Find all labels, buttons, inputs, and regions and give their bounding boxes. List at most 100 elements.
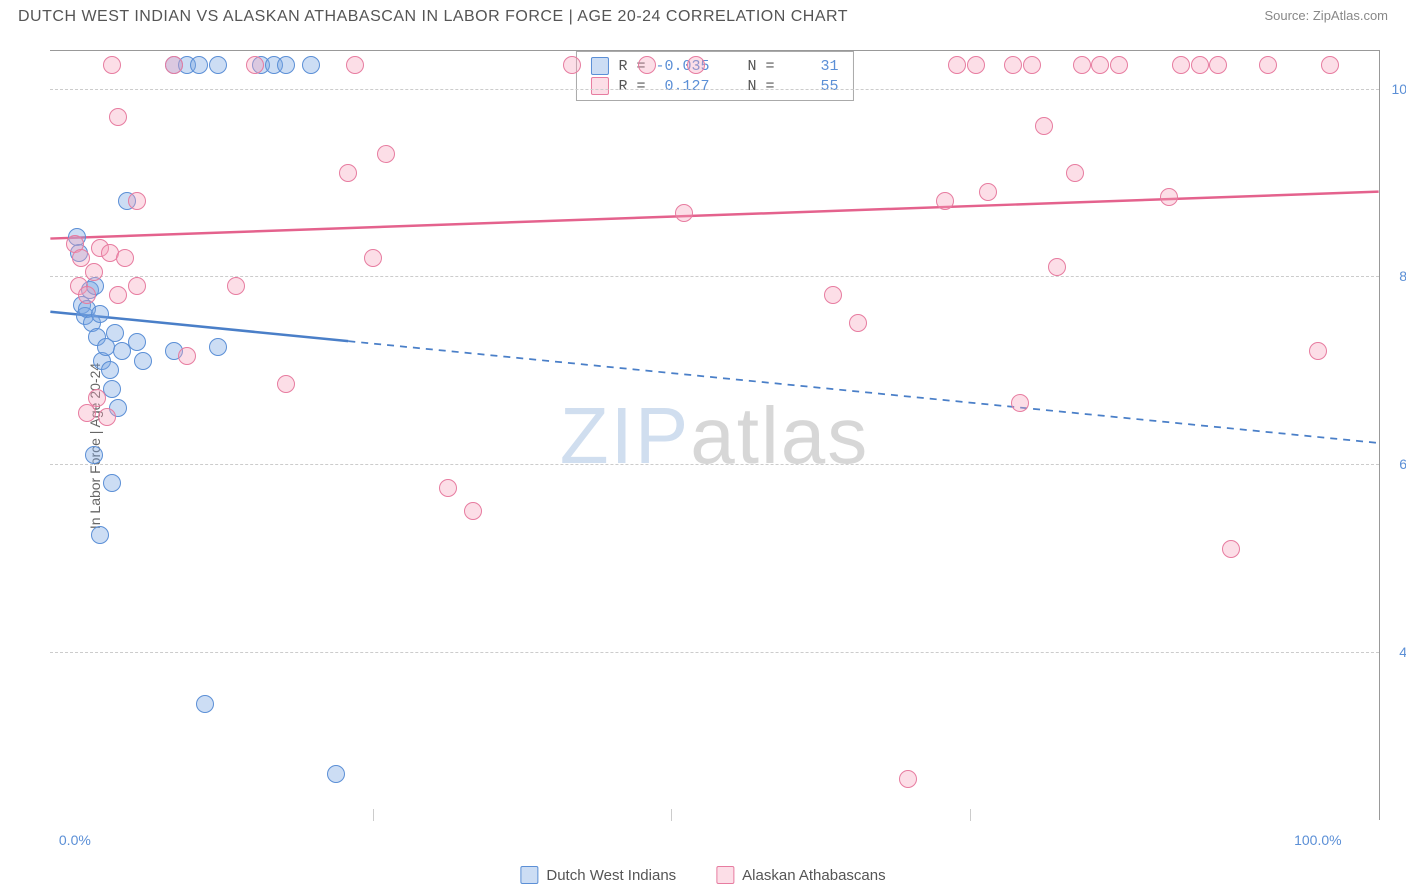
data-point (849, 314, 867, 332)
data-point (227, 277, 245, 295)
n-label: N = (748, 58, 775, 75)
stats-row: R =-0.035 N =31 (590, 56, 838, 76)
series-swatch (590, 77, 608, 95)
gridline-h (50, 89, 1379, 90)
legend-swatch (716, 866, 734, 884)
gridline-h (50, 464, 1379, 465)
data-point (1066, 164, 1084, 182)
legend-label: Alaskan Athabascans (742, 867, 885, 884)
data-point (116, 249, 134, 267)
data-point (91, 526, 109, 544)
gridline-h (50, 652, 1379, 653)
data-point (1011, 394, 1029, 412)
data-point (98, 408, 116, 426)
bottom-legend: Dutch West Indians Alaskan Athabascans (520, 866, 885, 884)
data-point (439, 479, 457, 497)
n-label: N = (748, 78, 775, 95)
data-point (687, 56, 705, 74)
data-point (967, 56, 985, 74)
data-point (1309, 342, 1327, 360)
data-point (1222, 540, 1240, 558)
data-point (346, 56, 364, 74)
data-point (101, 361, 119, 379)
data-point (88, 389, 106, 407)
data-point (85, 263, 103, 281)
trend-lines-svg (50, 51, 1379, 820)
data-point (106, 324, 124, 342)
data-point (1191, 56, 1209, 74)
data-point (178, 347, 196, 365)
data-point (209, 56, 227, 74)
r-value: 0.127 (655, 78, 709, 95)
data-point (936, 192, 954, 210)
gridline-v (373, 809, 374, 821)
data-point (1209, 56, 1227, 74)
x-tick-label: 100.0% (1294, 832, 1341, 848)
data-point (1004, 56, 1022, 74)
data-point (103, 474, 121, 492)
data-point (109, 286, 127, 304)
y-tick-label: 40.0% (1389, 644, 1406, 660)
data-point (979, 183, 997, 201)
data-point (364, 249, 382, 267)
data-point (209, 338, 227, 356)
data-point (464, 502, 482, 520)
x-tick-label: 0.0% (59, 832, 91, 848)
gridline-v (671, 809, 672, 821)
y-tick-label: 60.0% (1389, 456, 1406, 472)
legend-item: Alaskan Athabascans (716, 866, 885, 884)
chart-title: DUTCH WEST INDIAN VS ALASKAN ATHABASCAN … (18, 8, 848, 26)
data-point (339, 164, 357, 182)
data-point (128, 277, 146, 295)
data-point (128, 192, 146, 210)
legend-item: Dutch West Indians (520, 866, 676, 884)
data-point (1048, 258, 1066, 276)
data-point (103, 56, 121, 74)
data-point (196, 695, 214, 713)
data-point (948, 56, 966, 74)
y-tick-label: 100.0% (1389, 81, 1406, 97)
data-point (638, 56, 656, 74)
data-point (899, 770, 917, 788)
r-label: R = (618, 78, 645, 95)
data-point (91, 305, 109, 323)
data-point (1091, 56, 1109, 74)
data-point (85, 446, 103, 464)
legend-swatch (520, 866, 538, 884)
series-swatch (590, 57, 608, 75)
gridline-v (970, 809, 971, 821)
source-label: Source: ZipAtlas.com (1264, 8, 1388, 23)
chart-plot-area: ZIPatlas R =-0.035 N =31R =0.127 N =55 4… (50, 50, 1380, 820)
watermark-zip: ZIP (560, 391, 690, 480)
data-point (1110, 56, 1128, 74)
gridline-h (50, 276, 1379, 277)
data-point (1035, 117, 1053, 135)
data-point (246, 56, 264, 74)
watermark: ZIPatlas (560, 390, 869, 482)
stats-legend-box: R =-0.035 N =31R =0.127 N =55 (575, 51, 853, 101)
data-point (1259, 56, 1277, 74)
data-point (134, 352, 152, 370)
data-point (1160, 188, 1178, 206)
legend-label: Dutch West Indians (546, 867, 676, 884)
n-value: 55 (785, 78, 839, 95)
trend-line-solid (50, 192, 1378, 239)
data-point (78, 286, 96, 304)
data-point (302, 56, 320, 74)
data-point (109, 108, 127, 126)
data-point (1023, 56, 1041, 74)
stats-row: R = 0.127 N = 55 (590, 76, 838, 96)
watermark-atlas: atlas (690, 391, 869, 480)
y-tick-label: 80.0% (1389, 268, 1406, 284)
data-point (1321, 56, 1339, 74)
trend-line-dashed (348, 341, 1378, 443)
data-point (824, 286, 842, 304)
data-point (1073, 56, 1091, 74)
data-point (128, 333, 146, 351)
data-point (165, 56, 183, 74)
data-point (277, 56, 295, 74)
data-point (327, 765, 345, 783)
n-value: 31 (785, 58, 839, 75)
data-point (190, 56, 208, 74)
data-point (675, 204, 693, 222)
